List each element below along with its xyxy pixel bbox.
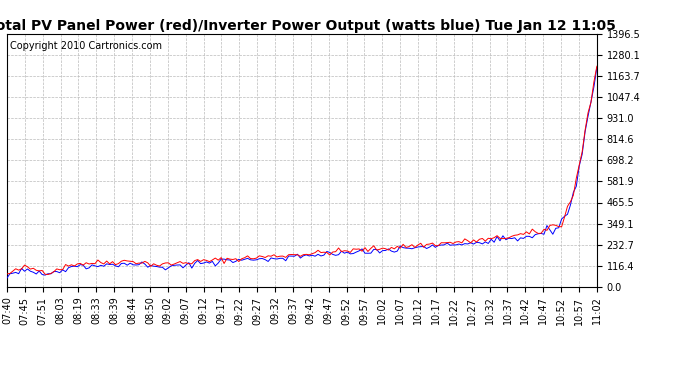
Text: Copyright 2010 Cartronics.com: Copyright 2010 Cartronics.com bbox=[10, 41, 162, 51]
Title: Total PV Panel Power (red)/Inverter Power Output (watts blue) Tue Jan 12 11:05: Total PV Panel Power (red)/Inverter Powe… bbox=[0, 19, 615, 33]
